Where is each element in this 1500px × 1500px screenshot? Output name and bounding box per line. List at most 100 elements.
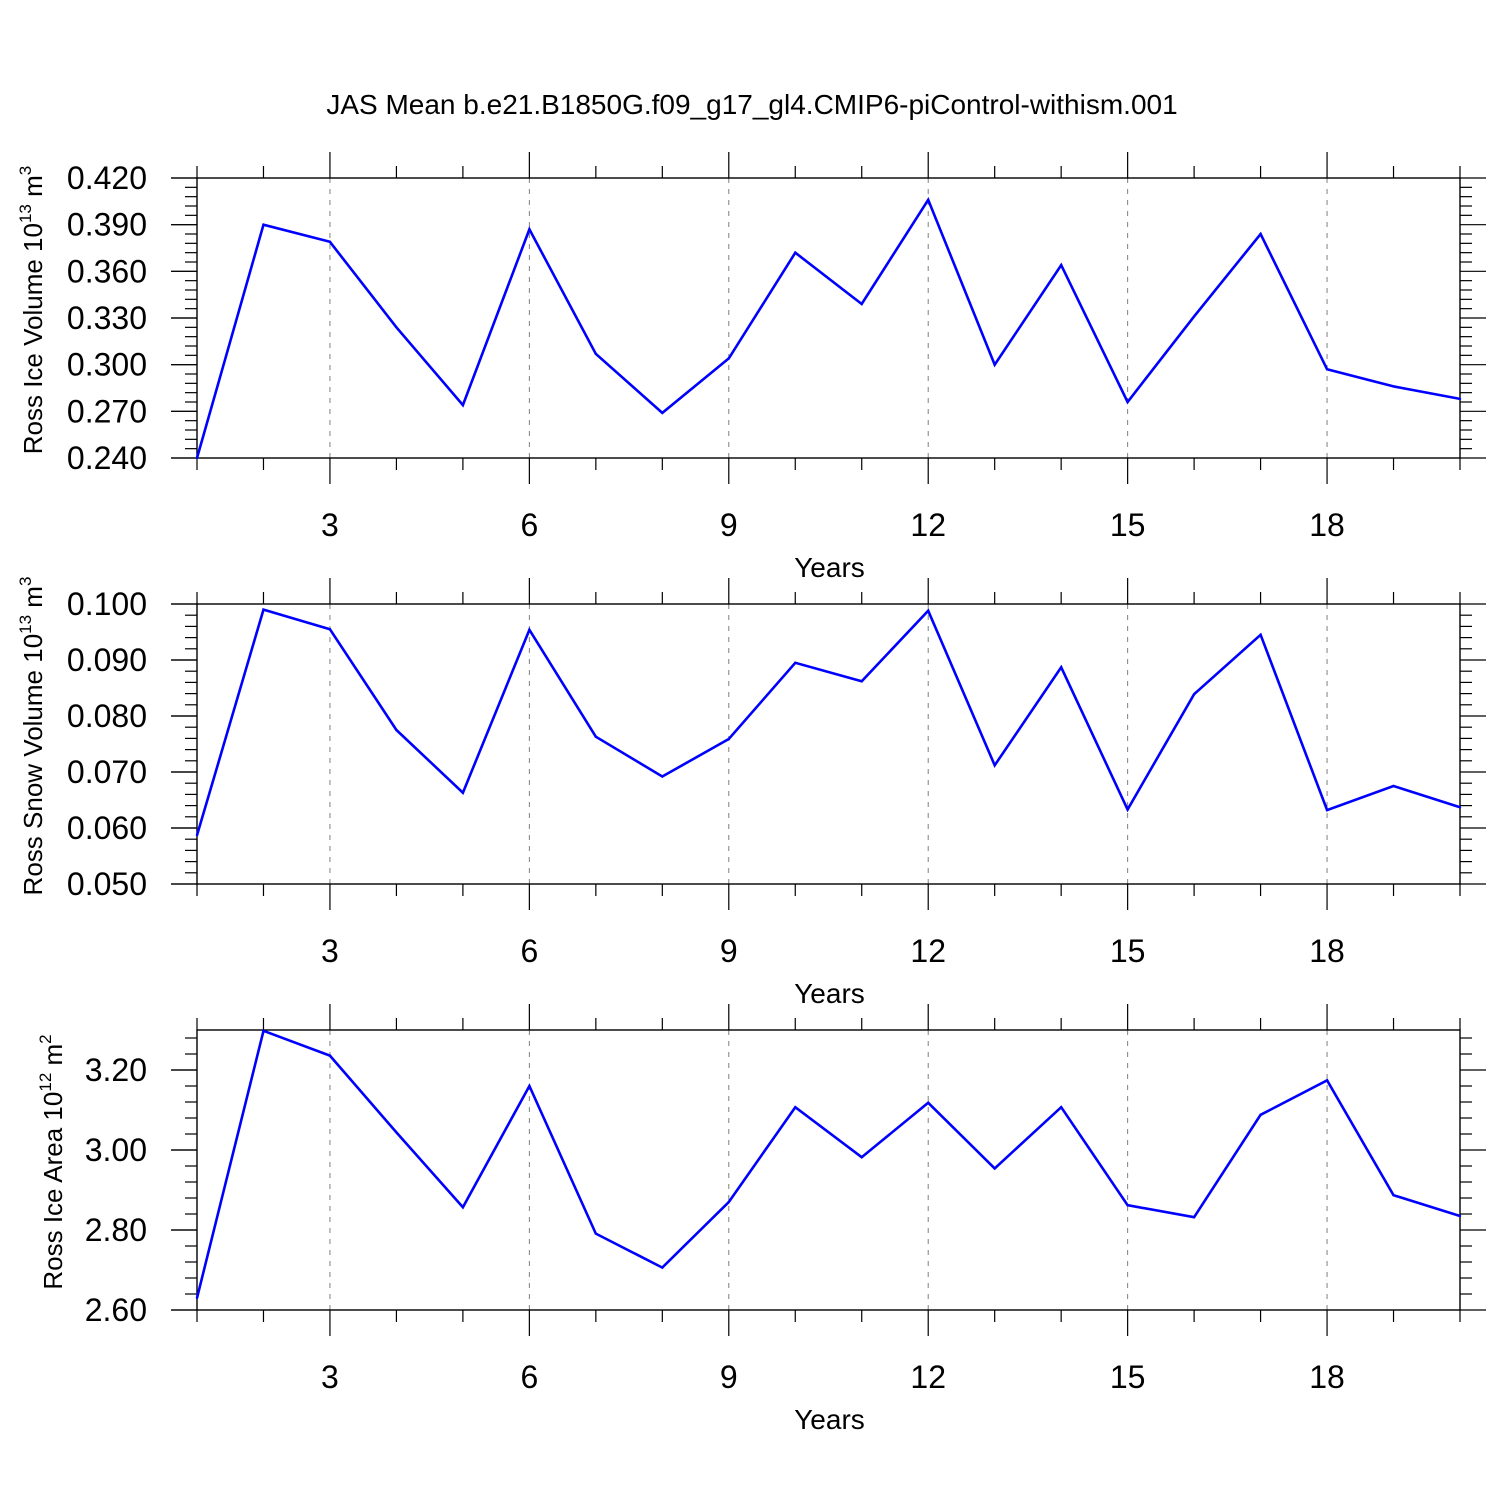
x-tick-label: 15 <box>1110 507 1146 543</box>
x-tick-label: 9 <box>720 1359 738 1395</box>
x-tick-label: 12 <box>910 1359 946 1395</box>
data-point <box>262 608 265 611</box>
x-tick-label: 12 <box>910 507 946 543</box>
data-point <box>794 251 797 254</box>
data-point <box>262 223 265 226</box>
data-point <box>528 1084 531 1088</box>
data-point <box>528 228 531 231</box>
data-point <box>262 1029 265 1033</box>
y-tick-label: 2.60 <box>85 1292 147 1328</box>
data-point <box>860 302 863 306</box>
panel-3: 2.60 2.80 3.00 3.20 3 6 9 12 15 18 Years Ross Ice A… <box>36 1004 1486 1435</box>
data-point <box>727 357 730 360</box>
y-tick-label: 0.420 <box>67 160 147 196</box>
series-line <box>195 196 1461 459</box>
data-point <box>1192 692 1196 696</box>
x-tick-label: 15 <box>1110 933 1146 969</box>
data-point <box>927 1101 930 1105</box>
panel-1: 0.240 0.270 0.300 0.330 0.360 0.390 0.420 3 6 9 12… <box>16 152 1486 583</box>
data-point <box>1192 315 1196 318</box>
data-point <box>993 764 996 767</box>
data-point <box>528 628 531 631</box>
y-axis-title-unit: m <box>18 586 48 615</box>
data-point <box>328 628 332 631</box>
x-axis-title: Years <box>794 552 865 583</box>
data-point <box>727 1200 730 1204</box>
plot-frame <box>196 603 1461 885</box>
data-point <box>1392 385 1395 388</box>
data-point <box>195 834 199 837</box>
x-tick-label: 3 <box>321 507 339 543</box>
y-tick-label: 0.300 <box>67 347 147 383</box>
series-line <box>195 1029 1461 1299</box>
y-tick-label: 2.80 <box>85 1212 147 1248</box>
y-tick-label: 0.050 <box>67 866 147 902</box>
data-point <box>1059 1106 1063 1109</box>
y-axis-title-exponent: 13 <box>16 615 35 634</box>
data-point <box>1059 263 1063 267</box>
data-point <box>927 198 930 201</box>
y-tick-label: 0.330 <box>67 300 147 336</box>
data-point <box>993 1167 996 1170</box>
data-point <box>1392 1194 1395 1197</box>
data-point <box>1259 232 1262 236</box>
data-point <box>860 680 863 683</box>
x-axis-title: Years <box>794 978 865 1009</box>
y-tick-label: 3.20 <box>85 1052 147 1088</box>
y-tick-label: 3.00 <box>85 1132 147 1168</box>
y-tick-label: 0.270 <box>67 393 147 429</box>
x-tick-label: 12 <box>910 933 946 969</box>
data-point <box>661 1266 664 1269</box>
y-tick-label: 0.070 <box>67 754 147 790</box>
y-axis-title: Ross Snow Volume 1013 m3 <box>16 577 48 896</box>
y-axis-title-main: Ross Ice Area 10 <box>38 1092 68 1290</box>
data-point <box>727 737 730 741</box>
panel-2: 0.050 0.060 0.070 0.080 0.090 0.100 3 6 9 12 15 18 Y… <box>16 577 1486 1009</box>
y-axis-title: Ross Ice Area 1012 m2 <box>36 1034 68 1289</box>
y-axis-title-exponent: 12 <box>36 1073 55 1092</box>
y-tick-label: 0.360 <box>67 253 147 289</box>
data-point <box>1392 784 1395 788</box>
data-point <box>1126 1204 1129 1207</box>
plot-frame <box>196 1029 1461 1311</box>
x-tick-label: 3 <box>321 1359 339 1395</box>
y-tick-label: 0.240 <box>67 440 147 476</box>
data-point <box>594 735 598 738</box>
x-tick-label: 15 <box>1110 1359 1146 1395</box>
x-tick-label: 6 <box>520 933 538 969</box>
data-point <box>794 661 797 664</box>
data-point <box>328 1054 332 1057</box>
y-axis-title: Ross Ice Volume 1013 m3 <box>16 166 48 455</box>
data-point <box>195 456 199 460</box>
data-point <box>1458 1214 1462 1218</box>
y-tick-label: 0.100 <box>67 586 147 622</box>
data-point <box>461 1206 465 1209</box>
x-axis-title: Years <box>794 1404 865 1435</box>
data-point <box>661 411 664 415</box>
data-point <box>1458 397 1462 401</box>
data-point <box>461 791 465 794</box>
data-point <box>594 1232 598 1235</box>
y-axis-title-unit-exponent: 3 <box>16 166 35 175</box>
x-tick-label: 18 <box>1309 1359 1345 1395</box>
data-point <box>993 363 996 366</box>
data-point <box>1259 633 1262 636</box>
x-tick-label: 6 <box>520 507 538 543</box>
data-point <box>395 326 398 329</box>
plot-frame <box>196 177 1461 459</box>
data-point <box>395 1131 398 1134</box>
x-tick-label: 3 <box>321 933 339 969</box>
data-point <box>1192 1216 1196 1219</box>
x-tick-label: 6 <box>520 1359 538 1395</box>
data-point <box>461 403 465 407</box>
y-axis-title-exponent: 13 <box>16 204 35 223</box>
series-line <box>195 607 1461 836</box>
figure-title: JAS Mean b.e21.B1850G.f09_g17_gl4.CMIP6-… <box>326 89 1177 120</box>
data-point <box>395 728 398 732</box>
y-axis-title-unit: m <box>38 1044 68 1073</box>
data-point <box>1325 1079 1329 1082</box>
data-point <box>594 352 598 355</box>
data-point <box>794 1106 797 1109</box>
y-tick-label: 0.080 <box>67 698 147 734</box>
